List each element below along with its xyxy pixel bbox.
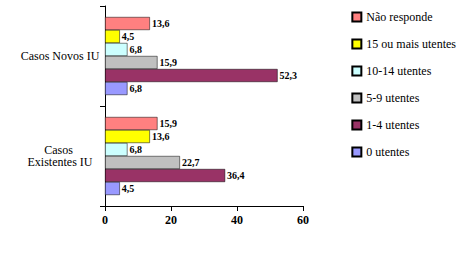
svg-text:15,9: 15,9 [159, 57, 177, 68]
svg-text:6,8: 6,8 [129, 144, 142, 155]
svg-text:22,7: 22,7 [182, 157, 200, 168]
svg-text:40: 40 [231, 213, 243, 227]
svg-text:20: 20 [165, 213, 177, 227]
svg-text:60: 60 [297, 213, 309, 227]
svg-text:13,6: 13,6 [152, 18, 170, 29]
svg-text:4,5: 4,5 [122, 183, 135, 194]
svg-text:Existentes IU: Existentes IU [28, 155, 93, 169]
svg-text:Casos Novos IU: Casos Novos IU [21, 49, 100, 63]
svg-text:Não responde: Não responde [366, 10, 432, 24]
svg-text:10-14 utentes: 10-14 utentes [366, 64, 431, 78]
svg-text:13,6: 13,6 [152, 131, 170, 142]
svg-text:6,8: 6,8 [129, 83, 142, 94]
svg-text:36,4: 36,4 [227, 170, 245, 181]
svg-text:Casos: Casos [44, 143, 76, 157]
svg-text:0 utentes: 0 utentes [366, 145, 409, 159]
svg-text:52,3: 52,3 [280, 70, 298, 81]
svg-text:1-4 utentes: 1-4 utentes [366, 118, 419, 132]
svg-text:4,5: 4,5 [122, 31, 135, 42]
svg-text:0: 0 [102, 213, 108, 227]
svg-text:6,8: 6,8 [129, 44, 142, 55]
svg-text:5-9 utentes: 5-9 utentes [366, 91, 419, 105]
svg-text:15 ou mais utentes: 15 ou mais utentes [366, 37, 456, 51]
svg-text:15,9: 15,9 [159, 118, 177, 129]
